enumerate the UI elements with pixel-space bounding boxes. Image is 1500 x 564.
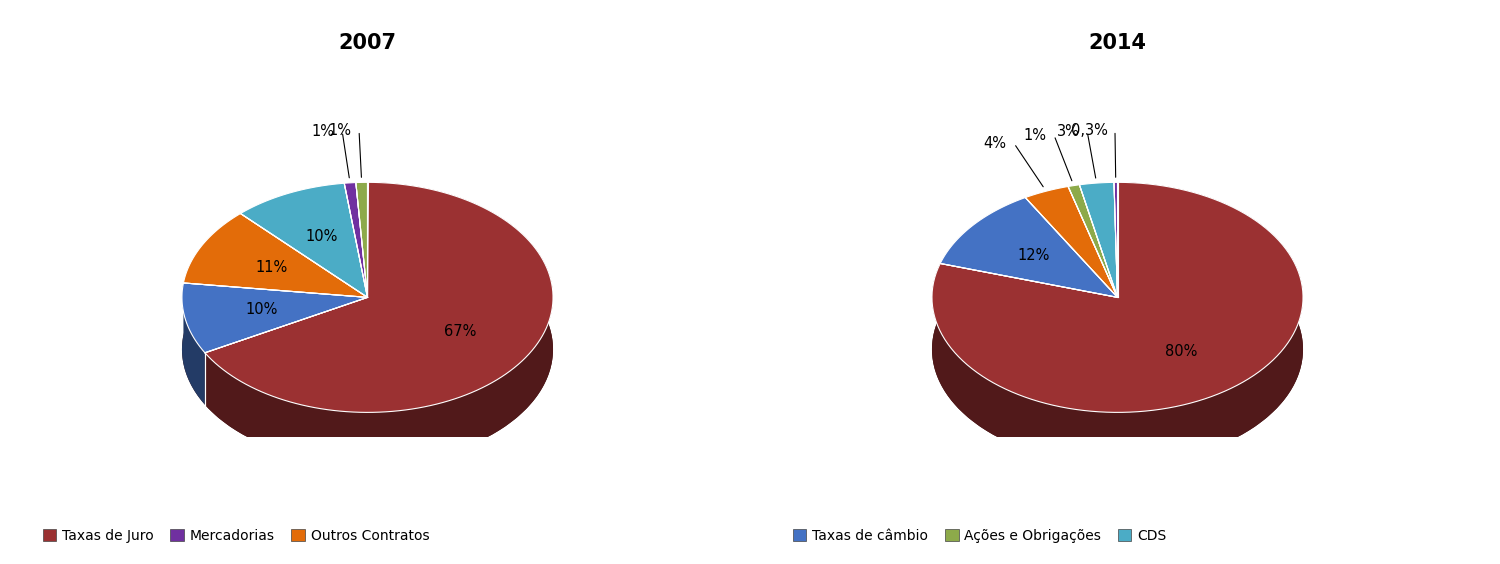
Polygon shape xyxy=(206,182,554,412)
Polygon shape xyxy=(240,183,368,297)
Text: 1%: 1% xyxy=(1023,128,1047,143)
Text: 12%: 12% xyxy=(1017,248,1050,263)
Text: 4%: 4% xyxy=(984,136,1006,151)
Legend: Taxas de Juro, Mercadorias, Outros Contratos: Taxas de Juro, Mercadorias, Outros Contr… xyxy=(38,523,435,549)
Ellipse shape xyxy=(182,234,554,464)
Text: 3%: 3% xyxy=(1058,124,1080,139)
Polygon shape xyxy=(206,182,554,464)
Text: 0,3%: 0,3% xyxy=(1071,123,1107,138)
Ellipse shape xyxy=(932,234,1304,464)
Text: 80%: 80% xyxy=(1166,343,1197,359)
Polygon shape xyxy=(1026,187,1118,297)
Polygon shape xyxy=(940,197,1118,297)
Polygon shape xyxy=(183,214,368,297)
Polygon shape xyxy=(1068,185,1118,297)
Text: 67%: 67% xyxy=(444,324,477,339)
Polygon shape xyxy=(1080,182,1118,297)
Text: 1%: 1% xyxy=(312,124,334,139)
Polygon shape xyxy=(1114,182,1118,297)
Polygon shape xyxy=(344,183,368,297)
Polygon shape xyxy=(182,283,206,405)
Text: 10%: 10% xyxy=(306,230,338,245)
Polygon shape xyxy=(356,182,368,297)
Text: 10%: 10% xyxy=(246,302,278,318)
Text: 1%: 1% xyxy=(328,123,351,138)
Polygon shape xyxy=(182,283,368,352)
Title: 2007: 2007 xyxy=(339,33,396,53)
Legend: Taxas de câmbio, Ações e Obrigações, CDS: Taxas de câmbio, Ações e Obrigações, CDS xyxy=(788,523,1172,549)
Polygon shape xyxy=(932,182,1304,412)
Title: 2014: 2014 xyxy=(1089,33,1146,53)
Polygon shape xyxy=(932,182,1304,464)
Text: 11%: 11% xyxy=(255,259,288,275)
